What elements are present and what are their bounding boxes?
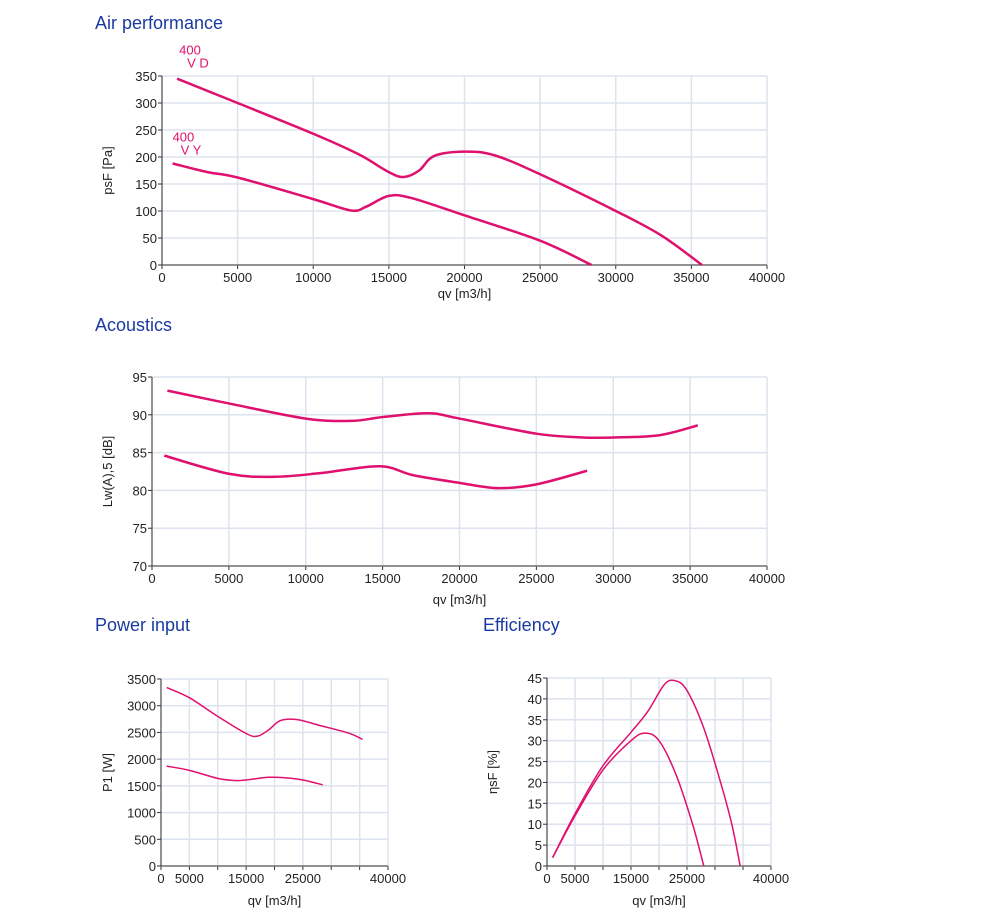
x-tick-label: 5000 — [223, 270, 252, 285]
y-tick-label: 5 — [535, 838, 542, 853]
y-tick-label: 1000 — [127, 806, 156, 821]
series-line-400-vy — [166, 765, 323, 786]
x-tick-label: 35000 — [672, 571, 708, 586]
x-tick-label: 25000 — [518, 571, 554, 586]
y-tick-label: 85 — [133, 446, 147, 461]
y-axis-label: ηsF [%] — [485, 750, 500, 794]
series-line-400-vd — [167, 389, 699, 440]
series-label-line1: 400 — [173, 129, 195, 144]
y-tick-label: 150 — [135, 177, 157, 192]
y-axis-label: psF [Pa] — [100, 146, 115, 194]
x-tick-label: 10000 — [295, 270, 331, 285]
y-tick-label: 15 — [528, 796, 542, 811]
acoustics-chart: 0 5000 10000 15000 20000 25000 30000 35000 40000… — [100, 370, 785, 607]
y-tick-label: 90 — [133, 408, 147, 423]
series-label-line2: V D — [187, 56, 209, 71]
y-tick-label: 35 — [528, 713, 542, 728]
x-axis-label: qv [m3/h] — [438, 286, 491, 301]
x-tick-label: 0 — [148, 571, 155, 586]
y-tick-label: 0 — [535, 859, 542, 874]
y-axis-label: Lw(A),5 [dB] — [100, 436, 115, 508]
y-tick-label: 3500 — [127, 672, 156, 687]
x-axis-label: qv [m3/h] — [248, 893, 301, 908]
x-tick-label: 40000 — [749, 571, 785, 586]
y-tick-label: 80 — [133, 483, 147, 498]
y-tick-label: 3000 — [127, 699, 156, 714]
y-tick-label: 200 — [135, 150, 157, 165]
y-tick-label: 70 — [133, 559, 147, 574]
power-chart: 0 5000 15000 25000 40000 0 500 1000 1500 2000 2500… — [100, 672, 406, 908]
x-tick-label: 10000 — [288, 571, 324, 586]
x-tick-label: 20000 — [441, 571, 477, 586]
y-tick-label: 0 — [150, 258, 157, 273]
x-tick-label: 5000 — [561, 871, 590, 886]
y-tick-label: 300 — [135, 96, 157, 111]
y-tick-label: 350 — [135, 69, 157, 84]
y-tick-label: 40 — [528, 692, 542, 707]
x-tick-label: 5000 — [214, 571, 243, 586]
series-line-400-vy — [551, 732, 705, 867]
y-tick-label: 2500 — [127, 725, 156, 740]
y-tick-label: 500 — [134, 832, 156, 847]
title-acoustics: Acoustics — [95, 315, 173, 335]
y-tick-label: 50 — [143, 231, 157, 246]
x-tick-label: 15000 — [228, 871, 264, 886]
series-line-400-vd — [551, 679, 741, 867]
series-line-400-vd — [176, 77, 703, 267]
x-axis-label: qv [m3/h] — [433, 592, 486, 607]
y-tick-label: 1500 — [127, 779, 156, 794]
x-tick-label: 15000 — [613, 871, 649, 886]
series-label-line1: 400 — [179, 43, 201, 58]
y-tick-label: 250 — [135, 123, 157, 138]
x-tick-label: 30000 — [595, 571, 631, 586]
y-tick-label: 20 — [528, 775, 542, 790]
x-tick-label: 25000 — [522, 270, 558, 285]
x-tick-label: 25000 — [669, 871, 705, 886]
series-line-400-vd — [166, 686, 363, 741]
title-power-input: Power input — [95, 615, 191, 635]
x-tick-label: 20000 — [446, 270, 482, 285]
x-tick-label: 15000 — [371, 270, 407, 285]
x-tick-label: 15000 — [365, 571, 401, 586]
series-line-400-vy — [172, 162, 593, 267]
y-tick-label: 0 — [149, 859, 156, 874]
y-tick-label: 10 — [528, 817, 542, 832]
air-chart: 0 5000 10000 15000 20000 25000 30000 35000 40000… — [100, 43, 785, 301]
y-tick-label: 25 — [528, 755, 542, 770]
y-tick-label: 2000 — [127, 752, 156, 767]
y-tick-label: 100 — [135, 204, 157, 219]
x-tick-label: 25000 — [285, 871, 321, 886]
x-tick-label: 40000 — [749, 270, 785, 285]
y-axis-label: P1 [W] — [100, 753, 115, 792]
x-tick-label: 30000 — [598, 270, 634, 285]
x-tick-label: 40000 — [753, 871, 789, 886]
x-tick-label: 0 — [543, 871, 550, 886]
efficiency-chart: 0 5000 15000 25000 40000 0 5 10 15 20 25 30 35 40 45 qv… — [485, 671, 789, 908]
y-tick-label: 30 — [528, 734, 542, 749]
x-tick-label: 40000 — [370, 871, 406, 886]
title-efficiency: Efficiency — [483, 615, 560, 635]
x-tick-label: 5000 — [175, 871, 204, 886]
x-tick-label: 35000 — [673, 270, 709, 285]
x-tick-label: 0 — [157, 871, 164, 886]
series-line-400-vy — [163, 454, 588, 490]
x-tick-label: 0 — [158, 270, 165, 285]
series-label-line2: V Y — [181, 142, 202, 157]
x-axis-label: qv [m3/h] — [632, 893, 685, 908]
y-tick-label: 75 — [133, 521, 147, 536]
title-air-performance: Air performance — [95, 13, 224, 33]
y-tick-label: 45 — [528, 671, 542, 686]
y-tick-label: 95 — [133, 370, 147, 385]
